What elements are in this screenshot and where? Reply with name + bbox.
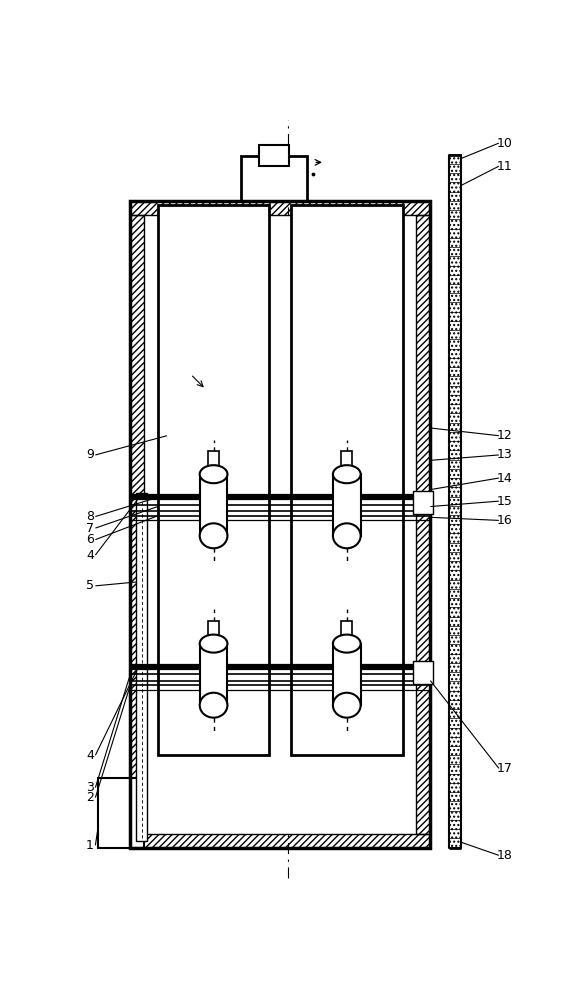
Bar bbox=[130, 201, 431, 215]
Text: 15: 15 bbox=[496, 495, 512, 508]
Ellipse shape bbox=[333, 465, 360, 483]
Text: 13: 13 bbox=[497, 448, 512, 461]
Bar bbox=[199, 644, 228, 705]
Bar bbox=[241, 156, 307, 201]
Bar bbox=[130, 201, 431, 848]
Text: 6: 6 bbox=[86, 533, 94, 546]
Text: 14: 14 bbox=[497, 472, 512, 485]
Ellipse shape bbox=[199, 635, 228, 653]
Text: 9: 9 bbox=[86, 448, 94, 461]
Bar bbox=[98, 778, 144, 848]
Bar bbox=[291, 205, 402, 755]
Text: 4: 4 bbox=[86, 549, 94, 562]
Text: 8: 8 bbox=[86, 510, 94, 523]
Bar bbox=[342, 451, 352, 473]
Text: 18: 18 bbox=[496, 849, 512, 862]
Text: 12: 12 bbox=[497, 429, 512, 442]
Ellipse shape bbox=[333, 693, 360, 718]
Bar bbox=[136, 493, 147, 841]
Ellipse shape bbox=[199, 523, 228, 548]
Bar bbox=[158, 205, 270, 755]
Text: 17: 17 bbox=[496, 762, 512, 775]
Bar bbox=[414, 491, 433, 514]
Text: 4: 4 bbox=[86, 749, 94, 762]
Bar bbox=[130, 834, 431, 848]
Bar bbox=[259, 145, 288, 166]
Bar bbox=[144, 215, 417, 834]
Text: 3: 3 bbox=[86, 781, 94, 794]
Text: 2: 2 bbox=[86, 791, 94, 804]
Ellipse shape bbox=[199, 693, 228, 718]
Bar bbox=[342, 620, 352, 642]
Ellipse shape bbox=[199, 465, 228, 483]
Bar bbox=[333, 474, 360, 536]
Bar bbox=[333, 644, 360, 705]
Text: 7: 7 bbox=[86, 522, 94, 535]
Text: 10: 10 bbox=[496, 137, 512, 150]
Bar bbox=[208, 620, 219, 642]
Text: 16: 16 bbox=[497, 514, 512, 527]
Ellipse shape bbox=[333, 635, 360, 653]
Bar bbox=[414, 661, 433, 684]
Bar bbox=[417, 215, 431, 834]
Text: 11: 11 bbox=[497, 160, 512, 173]
Bar bbox=[199, 474, 228, 536]
Bar bbox=[130, 215, 144, 834]
Text: 5: 5 bbox=[86, 579, 94, 592]
Bar bbox=[449, 155, 461, 848]
Bar bbox=[208, 451, 219, 473]
Ellipse shape bbox=[333, 523, 360, 548]
Text: 1: 1 bbox=[86, 839, 94, 852]
